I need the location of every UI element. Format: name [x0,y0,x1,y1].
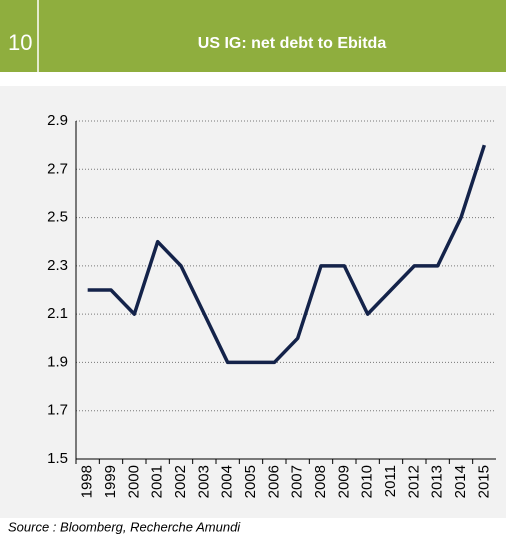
y-tick-label: 2.9 [47,112,68,129]
x-tick-label: 2013 [429,465,446,498]
figure-number: 10 [8,30,32,55]
y-tick-label: 1.5 [47,450,68,467]
x-tick-label: 2005 [242,465,259,498]
data-line [87,144,486,365]
y-tick-label: 2.3 [47,257,68,274]
y-tick-label: 1.7 [47,402,68,419]
x-tick-label: 2015 [475,465,492,498]
x-tick-label: 2006 [265,465,282,498]
x-tick-label: 2004 [219,465,236,498]
x-tick-label: 2011 [382,465,399,497]
x-tick-label: 2007 [289,465,306,498]
source: Source : Bloomberg, Recherche Amundi [8,519,241,534]
header-band [0,0,506,72]
x-tick-label: 2012 [405,465,422,498]
y-tick-label: 2.1 [47,305,68,322]
x-tick-label: 1999 [102,465,119,498]
x-tick-label: 2009 [335,465,352,498]
y-tick-label: 2.5 [47,209,68,226]
chart-title: US IG: net debt to Ebitda [198,35,387,52]
plot-panel [0,86,506,518]
x-tick-label: 2001 [149,465,166,498]
x-tick-label: 2002 [172,465,189,498]
x-tick-label: 2014 [452,465,469,498]
x-tick-label: 2010 [359,465,376,498]
y-tick-label: 1.9 [47,353,68,370]
y-tick-label: 2.7 [47,160,68,177]
x-tick-label: 2008 [312,465,329,498]
x-tick-label: 1998 [79,465,96,498]
x-tick-label: 2003 [195,465,212,498]
x-tick-label: 2000 [125,465,142,498]
